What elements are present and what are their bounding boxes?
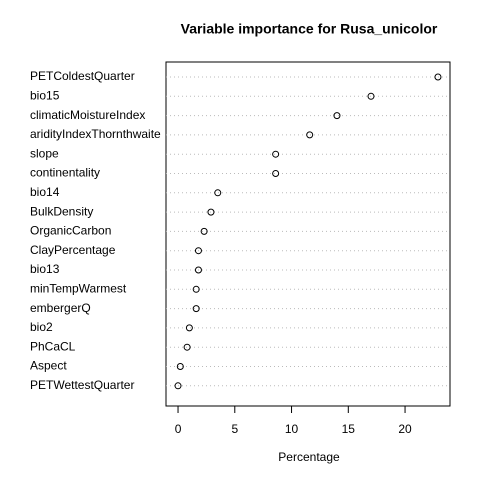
y-tick-label: bio14 <box>30 185 60 199</box>
y-tick-label: climaticMoistureIndex <box>30 108 145 122</box>
x-tick-label: 15 <box>342 422 356 436</box>
y-tick-label: Aspect <box>30 359 67 373</box>
y-tick-label: PETWettestQuarter <box>30 378 134 392</box>
dot <box>185 324 193 332</box>
x-tick-label: 20 <box>398 422 412 436</box>
x-tick-label: 0 <box>175 422 182 436</box>
x-tick-label: 10 <box>285 422 299 436</box>
chart-title: Variable importance for Rusa_unicolor <box>181 21 438 37</box>
dot <box>434 73 442 81</box>
y-tick-label: PETColdestQuarter <box>30 69 135 83</box>
dot <box>207 208 215 216</box>
x-tick-label: 5 <box>231 422 238 436</box>
x-axis-label: Percentage <box>278 450 340 464</box>
y-tick-label: minTempWarmest <box>30 281 127 295</box>
y-tick-label: ClayPercentage <box>30 243 116 257</box>
dot <box>200 227 208 235</box>
y-tick-label: embergerQ <box>30 301 91 315</box>
dot <box>272 150 280 158</box>
y-tick-label: PhCaCL <box>30 339 76 353</box>
dot <box>306 131 314 139</box>
y-tick-label: bio13 <box>30 262 60 276</box>
dot <box>176 363 184 370</box>
y-tick-label: OrganicCarbon <box>30 224 111 238</box>
dot <box>192 285 200 293</box>
dot <box>194 247 202 255</box>
dot <box>183 343 191 351</box>
dot <box>333 112 341 120</box>
dot <box>367 92 375 100</box>
plot-frame <box>165 61 451 407</box>
dot <box>194 266 202 274</box>
dot <box>174 382 182 390</box>
y-tick-label: bio2 <box>30 320 53 334</box>
y-tick-label: aridityIndexThornthwaite <box>30 127 161 141</box>
y-tick-label: BulkDensity <box>30 204 93 218</box>
dot <box>272 170 280 177</box>
y-tick-label: bio15 <box>30 88 60 102</box>
dot <box>192 305 200 313</box>
y-tick-label: slope <box>30 146 59 160</box>
y-tick-label: continentality <box>30 166 100 180</box>
dot <box>214 189 222 197</box>
